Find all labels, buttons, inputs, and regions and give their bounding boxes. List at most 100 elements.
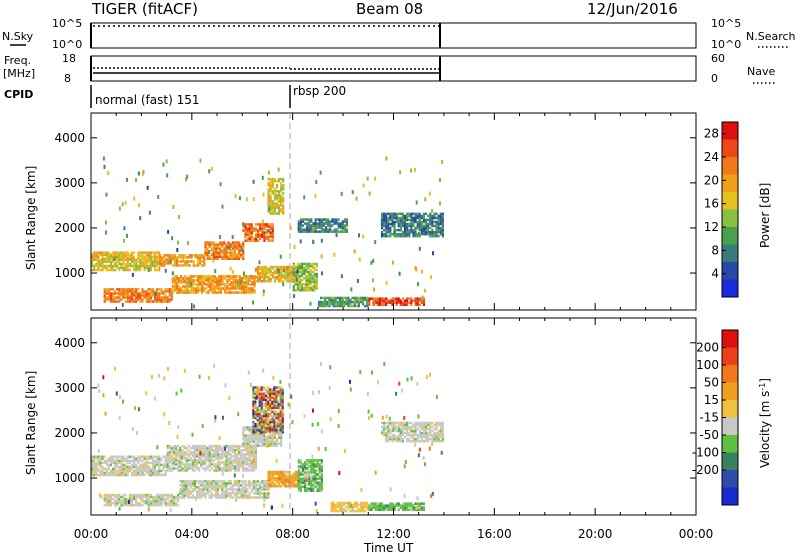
- scatter-point: [417, 282, 419, 287]
- scatter-cell: [422, 226, 425, 230]
- scatter-cell: [256, 412, 259, 416]
- scatter-cell: [114, 504, 117, 507]
- scatter-cell: [126, 471, 129, 475]
- scatter-cell: [271, 438, 274, 441]
- scatter-cell: [160, 459, 163, 463]
- scatter-cell: [263, 492, 266, 495]
- scatter-cell: [122, 495, 125, 499]
- scatter-cell: [230, 291, 233, 294]
- scatter-cell: [212, 480, 215, 483]
- scatter-cell: [223, 241, 226, 244]
- scatter-cell: [233, 492, 236, 495]
- scatter-cell: [273, 271, 276, 275]
- scatter-cell: [114, 495, 117, 499]
- scatter-cell: [116, 258, 119, 262]
- scatter-cell: [210, 453, 213, 456]
- scatter-cell: [181, 484, 184, 487]
- scatter-cell: [173, 256, 176, 259]
- scatter-cell: [154, 461, 157, 465]
- scatter-cell: [185, 459, 188, 462]
- scatter-cell: [244, 227, 247, 230]
- scatter-cell: [439, 218, 442, 222]
- scatter-cell: [280, 438, 283, 441]
- scatter-cell: [286, 265, 289, 269]
- scatter-cell: [301, 230, 304, 233]
- scatter-cell: [401, 433, 404, 437]
- scatter-cell: [353, 298, 356, 302]
- scatter-cell: [246, 446, 249, 450]
- scatter-cell: [212, 251, 215, 254]
- scatter-cell: [194, 256, 197, 259]
- scatter-cell: [431, 439, 434, 443]
- scatter-cell: [261, 231, 264, 234]
- scatter-cell: [264, 404, 267, 408]
- scatter-cell: [206, 247, 209, 250]
- scatter-point: [136, 430, 139, 435]
- scatter-cell: [275, 398, 278, 401]
- scatter-cell: [252, 406, 255, 410]
- scatter-cell: [205, 279, 208, 282]
- scatter-cell: [147, 465, 150, 469]
- scatter-cell: [265, 273, 268, 277]
- scatter-cell: [212, 249, 215, 252]
- scatter-cell: [278, 212, 281, 215]
- scatter-cell: [299, 222, 302, 225]
- scatter-cell: [347, 298, 350, 302]
- scatter-cell: [112, 469, 115, 473]
- scatter-point: [359, 370, 362, 375]
- scatter-cell: [306, 487, 309, 490]
- scatter-cell: [147, 467, 150, 471]
- scatter-cell: [282, 276, 285, 279]
- scatter-cell: [210, 247, 213, 250]
- scatter-cell: [267, 408, 270, 412]
- scatter-cell: [164, 290, 167, 293]
- scatter-cell: [246, 223, 249, 226]
- scatter-cell: [414, 439, 417, 443]
- scatter-cell: [425, 224, 428, 228]
- scatter-cell: [308, 487, 311, 490]
- scatter-cell: [399, 222, 402, 226]
- scatter-cell: [212, 488, 215, 491]
- scatter-cell: [301, 485, 304, 488]
- scatter-cell: [217, 283, 220, 286]
- scatter-cell: [412, 224, 415, 228]
- scatter-cell: [339, 230, 342, 233]
- scatter-cell: [304, 483, 307, 486]
- scatter-cell: [165, 260, 168, 263]
- scatter-cell: [275, 386, 278, 389]
- scatter-cell: [322, 228, 325, 231]
- scatter-cell: [91, 465, 94, 469]
- scatter-cell: [130, 264, 133, 268]
- scatter-cell: [109, 268, 112, 272]
- scatter-cell: [271, 404, 274, 408]
- scatter-cell: [143, 290, 146, 293]
- scatter-cell: [271, 202, 274, 205]
- scatter-cell: [338, 509, 341, 513]
- scatter-cell: [362, 300, 365, 304]
- scatter-cell: [259, 440, 262, 443]
- scatter-cell: [198, 494, 201, 497]
- scatter-cell: [173, 289, 176, 292]
- scatter-cell: [120, 463, 123, 467]
- scatter-cell: [168, 499, 171, 503]
- scatter-cell: [435, 423, 438, 427]
- scatter-point: [321, 271, 323, 276]
- scatter-cell: [324, 298, 327, 302]
- scatter-cell: [151, 251, 154, 254]
- scatter-cell: [254, 398, 257, 401]
- scatter-cell: [395, 437, 398, 441]
- scatter-cell: [240, 457, 243, 460]
- scatter-cell: [182, 281, 185, 284]
- scatter-cell: [324, 300, 327, 304]
- scatter-cell: [166, 467, 169, 470]
- scatter-cell: [254, 459, 257, 462]
- scatter-cell: [238, 251, 241, 254]
- scatter-cell: [273, 392, 276, 395]
- scatter-cell: [122, 499, 125, 503]
- scatter-cell: [126, 268, 129, 272]
- scatter-cell: [271, 206, 274, 209]
- scatter-cell: [263, 440, 266, 443]
- freq-tick-bottom: 8: [64, 72, 71, 85]
- scatter-cell: [314, 465, 317, 468]
- scatter-cell: [114, 298, 117, 301]
